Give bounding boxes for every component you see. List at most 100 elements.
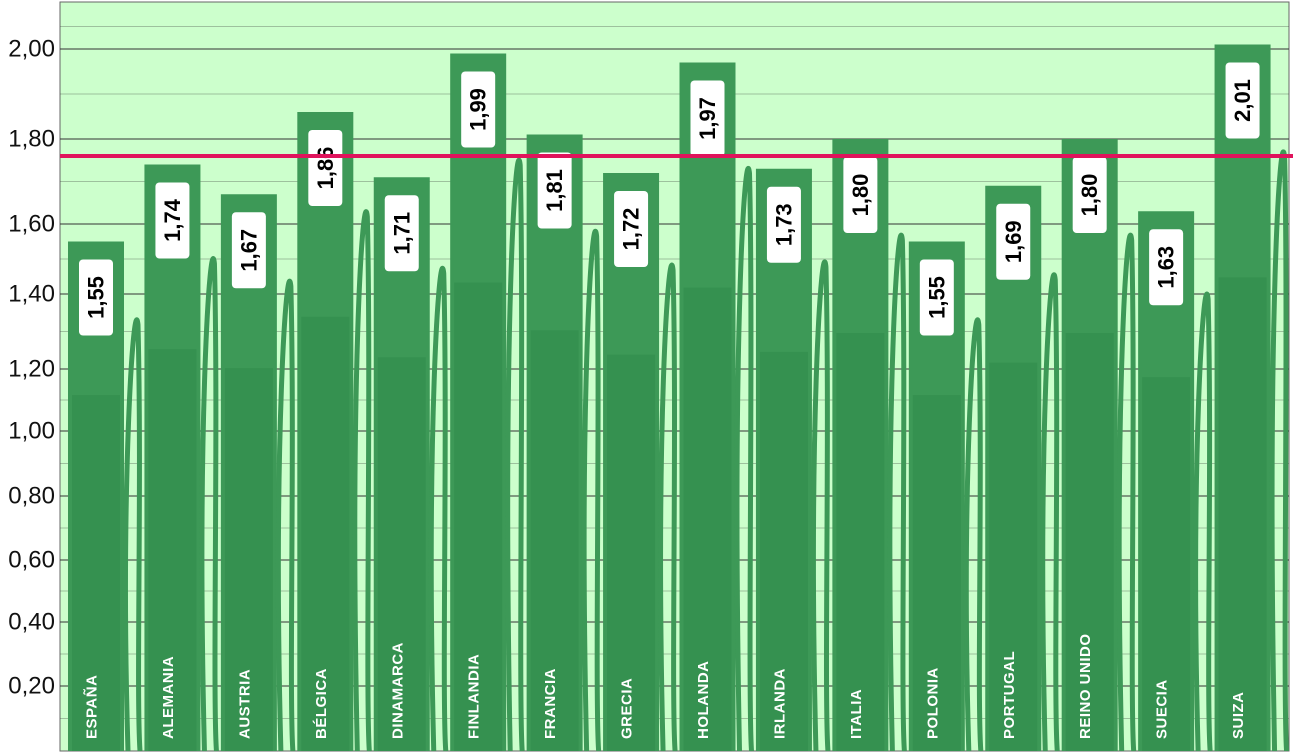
bar-shade [836, 333, 885, 751]
bar-shade [989, 362, 1038, 751]
value-label-box [1225, 62, 1260, 139]
bars: 1,55 ESPAÑA 1,74 ALEMANIA 1,67 AUSTRIA 1,86 BÉL… [68, 44, 1290, 752]
category-label: PORTUGAL [1001, 651, 1018, 739]
value-label: 1,86 [313, 147, 338, 190]
category-label: DINAMARCA [389, 642, 406, 739]
value-label: 1,97 [695, 97, 720, 140]
category-label: ITALIA [848, 689, 865, 739]
y-tick-label: 0,40 [8, 609, 55, 636]
bar-swirl [275, 278, 296, 752]
y-tick-label: 1,20 [8, 356, 55, 383]
value-label: 1,81 [542, 169, 567, 212]
category-label: ESPAÑA [83, 675, 101, 739]
value-label-box [155, 182, 190, 259]
y-tick-label: 1,40 [8, 281, 55, 308]
bar-shade [454, 282, 503, 751]
value-label: 1,71 [389, 212, 414, 255]
y-tick-label: 0,60 [8, 547, 55, 574]
bar-group: 1,74 ALEMANIA [144, 164, 219, 752]
bar-swirl [352, 209, 372, 752]
value-label-box [308, 130, 343, 206]
value-label-box [1149, 229, 1184, 306]
bar-shade [530, 330, 579, 751]
category-label: HOLANDA [695, 661, 712, 740]
y-tick-label: 1,00 [8, 418, 55, 445]
bar-shade [912, 395, 961, 751]
bar-group: 1,67 AUSTRIA [220, 194, 296, 752]
bar-shade [1142, 377, 1191, 751]
bar-group: 1,71 DINAMARCA [373, 177, 449, 752]
value-label: 1,99 [466, 88, 491, 131]
bar-shade [607, 354, 656, 751]
category-label: FRANCIA [542, 668, 559, 739]
value-label: 1,72 [619, 208, 644, 251]
value-label-box [996, 203, 1031, 280]
value-label: 1,80 [848, 174, 873, 217]
value-label: 1,63 [1154, 246, 1179, 289]
bar-shade [759, 351, 808, 751]
value-label-box [919, 259, 954, 336]
value-label-box [79, 259, 113, 336]
bar-swirl [505, 157, 525, 752]
value-label: 1,55 [924, 276, 949, 319]
value-label-box [231, 212, 266, 289]
bar-shade [683, 287, 732, 751]
value-label-box [1072, 157, 1107, 233]
y-axis: 0,20 0,40 0,60 0,80 1,00 1,20 1,40 1,60 1,80 2,00 [8, 36, 55, 700]
bar-shade [224, 368, 273, 751]
value-label: 1,80 [1077, 174, 1102, 217]
bar-swirl [963, 317, 984, 752]
y-tick-label: 1,60 [8, 211, 55, 238]
bar-group: 1,69 PORTUGAL [985, 185, 1060, 752]
bar-swirl [428, 265, 449, 752]
category-label: POLONIA [924, 667, 941, 739]
y-tick-label: 0,20 [8, 673, 55, 700]
bar-group: 1,63 SUECIA [1138, 211, 1213, 752]
bar-shade [148, 349, 197, 751]
bar-shade [301, 316, 350, 751]
category-label: SUIZA [1230, 692, 1247, 740]
value-label-box [614, 191, 649, 267]
category-label: IRLANDA [771, 668, 788, 739]
bar-swirl [1040, 272, 1060, 752]
bar-group: 1,80 REINO UNIDO [1061, 139, 1137, 752]
bar-swirl [199, 256, 219, 752]
value-label-box [384, 195, 419, 272]
bar-shade [1218, 277, 1267, 751]
y-tick-label: 2,00 [8, 36, 55, 63]
bar-group: 1,80 ITALIA [832, 139, 907, 752]
value-label-box [843, 157, 878, 233]
bar-swirl [887, 232, 907, 752]
bar-group: 1,73 IRLANDA [755, 168, 831, 752]
bar-swirl [123, 317, 143, 752]
bar-group: 1,81 FRANCIA [526, 134, 602, 752]
value-label: 1,67 [236, 229, 261, 272]
value-label: 1,73 [771, 203, 796, 246]
bar-group: 1,86 BÉLGICA [297, 112, 372, 752]
y-tick-label: 0,80 [8, 483, 55, 510]
bar-group: 1,99 FINLANDIA [450, 53, 525, 752]
value-label-box [690, 80, 725, 157]
bar-shade [72, 395, 120, 751]
bar-group: 1,55 ESPAÑA [68, 241, 143, 752]
bar-group: 1,72 GRECIA [603, 173, 678, 752]
value-label: 1,69 [1001, 220, 1026, 263]
bar-group: 1,55 POLONIA [908, 241, 984, 752]
bar-swirl [811, 259, 831, 752]
category-label: ALEMANIA [160, 656, 177, 739]
value-label-box [537, 152, 572, 229]
category-label: SUECIA [1154, 679, 1171, 739]
category-label: GRECIA [619, 678, 636, 739]
bar-swirl [1116, 232, 1137, 752]
bar-swirl [1193, 291, 1213, 752]
y-tick-label: 1,80 [8, 126, 55, 153]
bar-shade [1065, 333, 1114, 751]
value-label: 2,01 [1230, 79, 1255, 122]
value-label: 1,74 [160, 198, 185, 242]
category-label: AUSTRIA [236, 669, 253, 739]
category-label: BÉLGICA [313, 668, 330, 739]
category-label: REINO UNIDO [1077, 633, 1094, 739]
bar-swirl [734, 165, 754, 752]
bar-swirl [581, 228, 602, 752]
